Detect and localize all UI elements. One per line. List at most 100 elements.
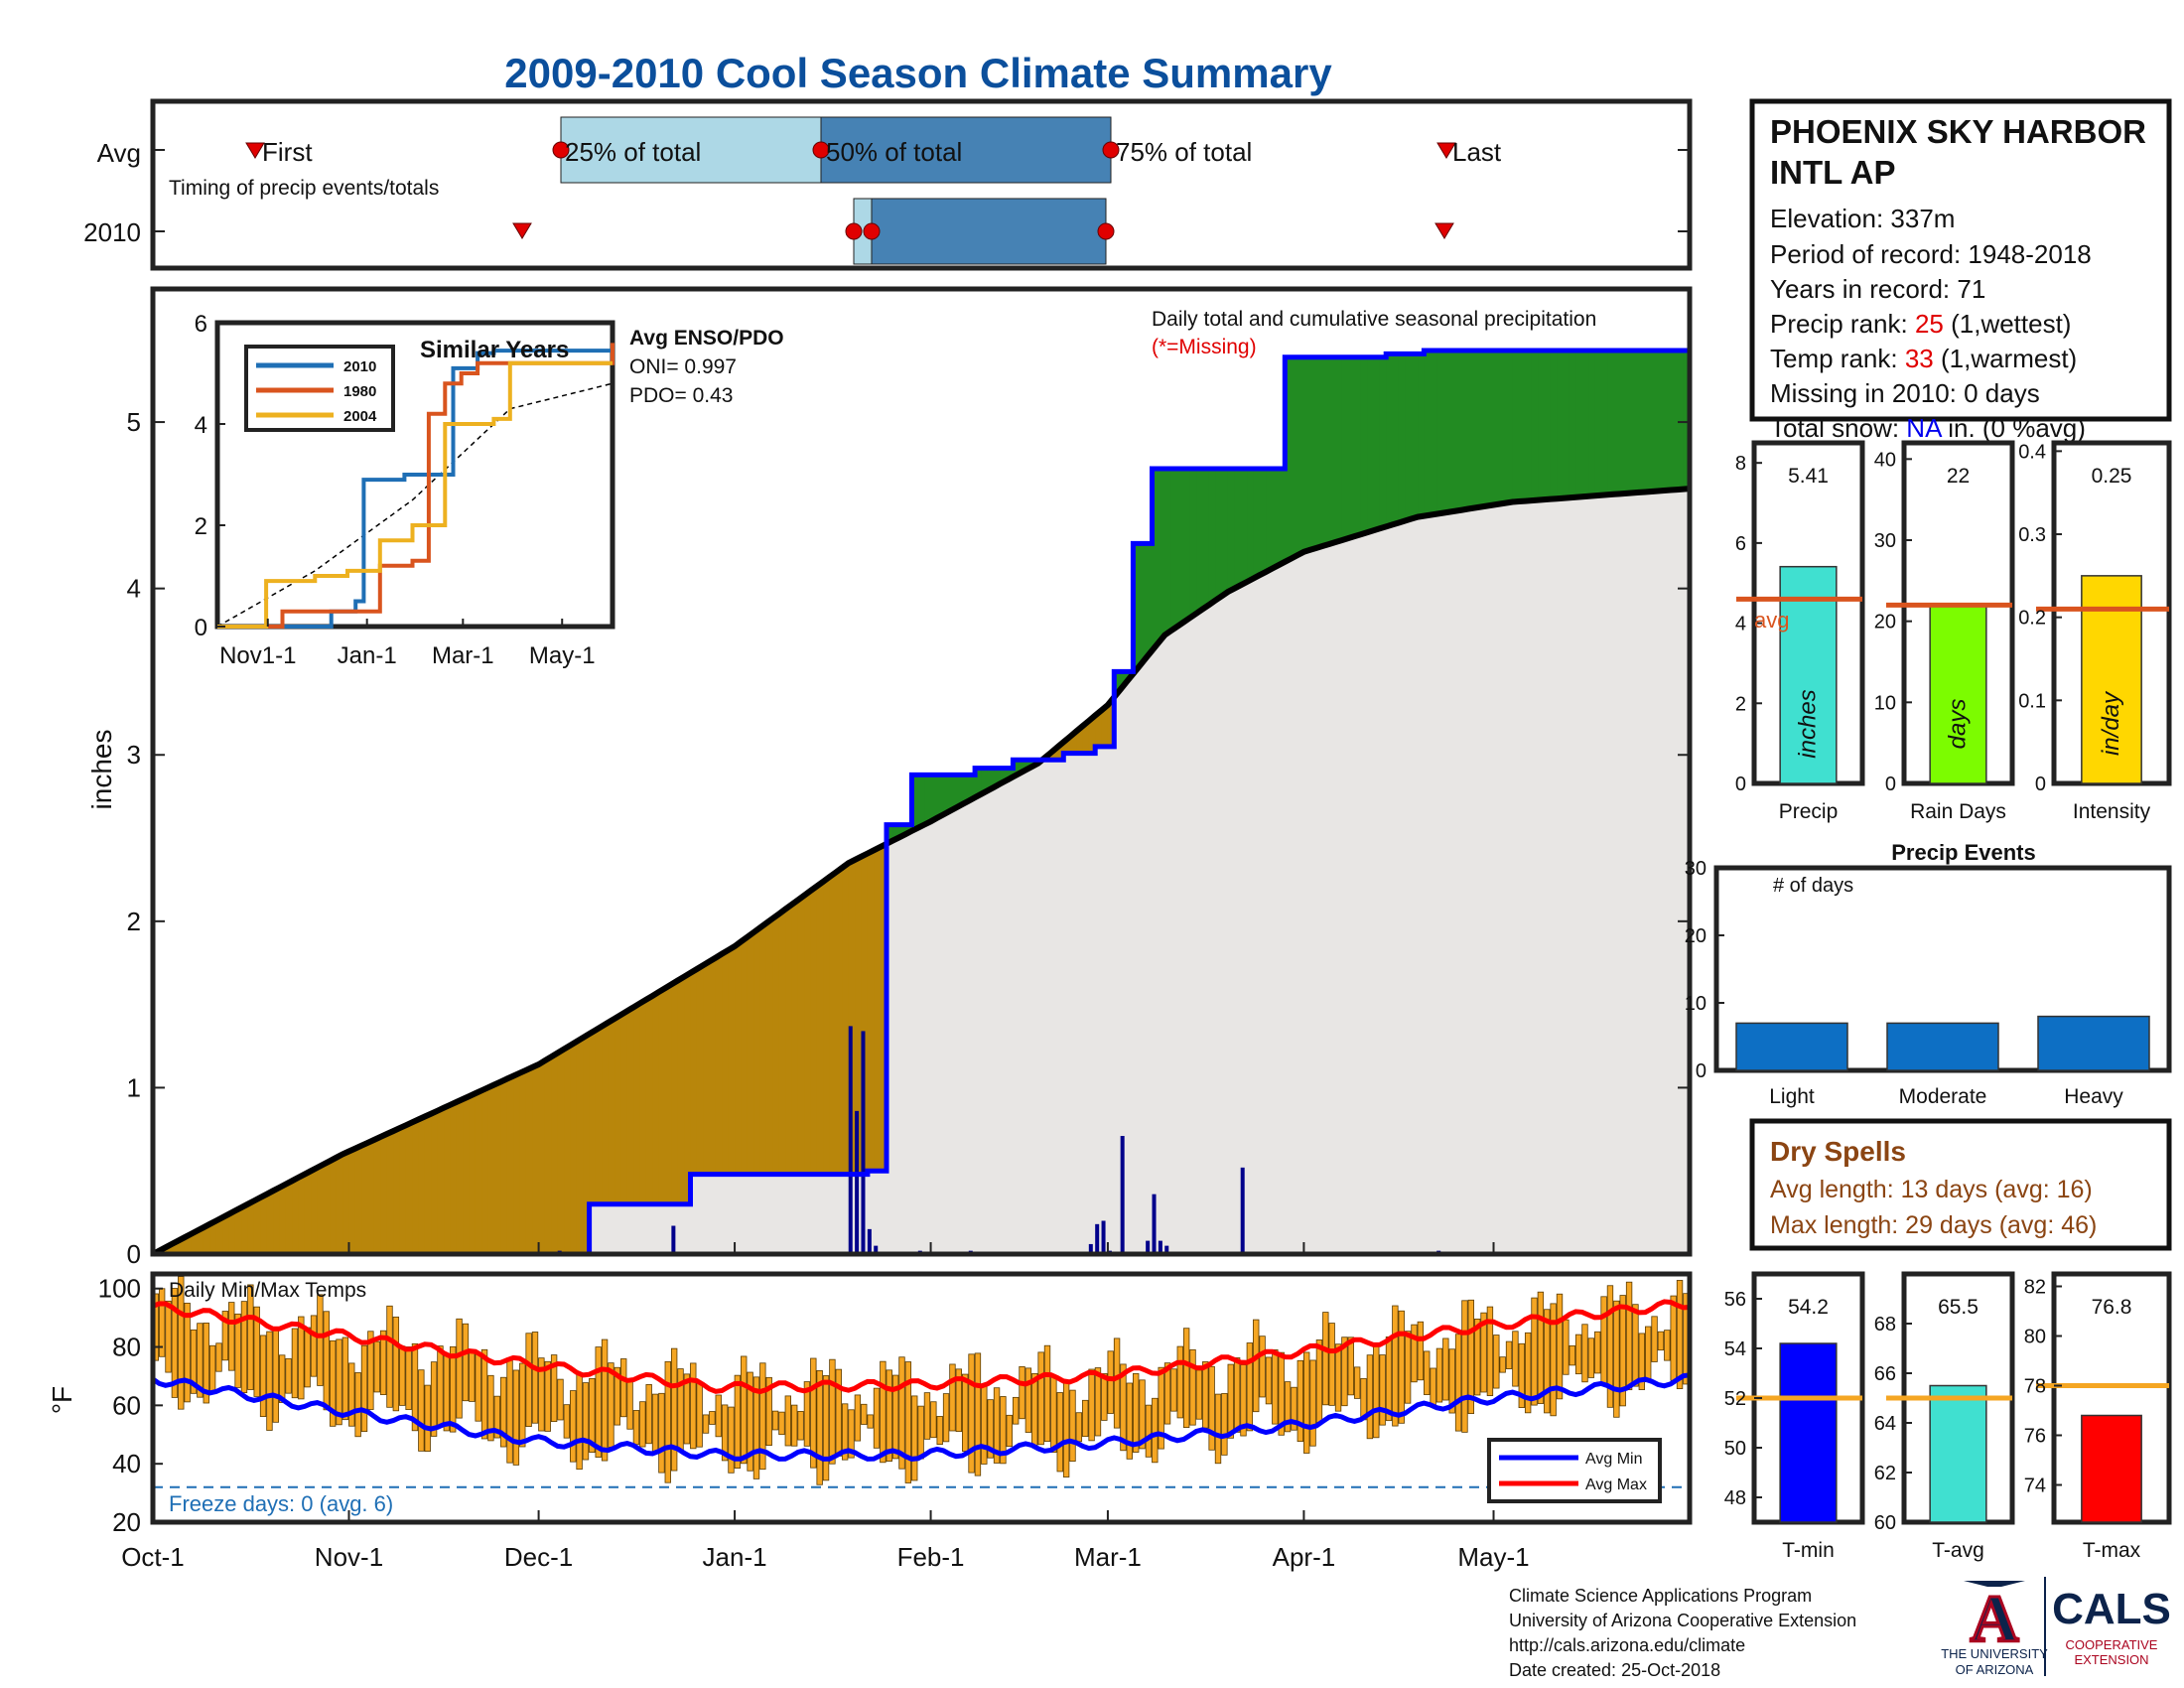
- daily-temp-bar: [1000, 1396, 1007, 1465]
- cals-logo-text: CALS: [2052, 1585, 2171, 1633]
- above-average-fill: [1196, 468, 1204, 612]
- below-average-fill: [203, 1225, 210, 1254]
- cumulative-base-fill: [791, 1174, 799, 1254]
- cumulative-base-fill: [1127, 677, 1135, 1254]
- below-average-fill: [324, 1162, 331, 1254]
- daily-temp-bar: [747, 1371, 753, 1472]
- event-category-label: Moderate: [1899, 1085, 1987, 1108]
- daily-temp-bar: [1120, 1363, 1127, 1452]
- daily-temp-bar: [1303, 1351, 1310, 1454]
- above-average-fill: [1291, 356, 1298, 557]
- inset-xtick-label: Nov1-1: [219, 642, 296, 669]
- daily-temp-bar: [595, 1346, 602, 1458]
- daily-temp-bar: [279, 1354, 286, 1403]
- above-average-fill: [1418, 353, 1426, 517]
- above-average-fill: [1177, 468, 1184, 625]
- cumulative-base-fill: [804, 1174, 812, 1254]
- daily-temp-bar: [323, 1311, 330, 1411]
- daily-temp-bar: [266, 1331, 273, 1431]
- cumulative-base-fill: [1512, 501, 1520, 1254]
- daily-temp-bar: [620, 1358, 627, 1418]
- daily-temp-bar: [854, 1394, 862, 1442]
- cumulative-base-fill: [1651, 491, 1659, 1254]
- legend-label-2010: 2010: [343, 358, 376, 375]
- summary-ytick-label: 52: [1724, 1388, 1746, 1410]
- cumulative-base-fill: [1037, 760, 1045, 1254]
- daily-temp-bar: [955, 1368, 963, 1433]
- cumulative-base-fill: [741, 1174, 749, 1254]
- below-average-fill: [564, 1047, 572, 1254]
- cumulative-base-fill: [1044, 760, 1052, 1254]
- above-average-fill: [1000, 768, 1008, 782]
- average-cumulative-line: [151, 486, 1691, 1257]
- below-average-fill: [475, 1091, 482, 1254]
- cumulative-base-fill: [810, 1174, 818, 1254]
- below-average-fill: [778, 912, 786, 1175]
- cumulative-base-fill: [1341, 539, 1349, 1254]
- inset-average-line: [216, 382, 614, 628]
- daily-temp-bar: [1019, 1365, 1025, 1420]
- daily-temp-bar: [1189, 1348, 1196, 1426]
- daily-temp-bar: [696, 1381, 703, 1448]
- daily-temp-bar: [480, 1348, 488, 1440]
- events-title: Precip Events: [1891, 840, 2036, 865]
- summary-ytick-label: 50: [1724, 1438, 1746, 1460]
- cumulative-base-fill: [1348, 537, 1355, 1254]
- precip-events-panel: Precip Events Light Moderate Heavy0102030 …: [1685, 840, 2172, 1108]
- below-average-fill: [500, 1080, 508, 1254]
- inset-series-2004: [217, 360, 613, 629]
- below-average-fill: [791, 902, 799, 1175]
- percentile-marker: [863, 222, 881, 240]
- below-average-fill: [538, 1062, 546, 1254]
- summary-ytick-label: 8: [1735, 453, 1746, 475]
- cumulative-base-fill: [1107, 746, 1115, 1254]
- summary-unit-label: days: [1945, 699, 1972, 750]
- above-average-fill: [1013, 760, 1021, 775]
- summary-ytick-label: 74: [2024, 1476, 2046, 1497]
- above-average-fill: [1607, 351, 1615, 495]
- below-average-fill: [797, 898, 805, 1175]
- daily-temp-bar: [253, 1306, 260, 1397]
- daily-temp-bar: [1385, 1336, 1393, 1422]
- below-average-fill: [444, 1106, 452, 1254]
- above-average-fill: [1303, 356, 1311, 551]
- summary-bar-t-avg: [1929, 1384, 1987, 1523]
- above-average-fill: [1594, 351, 1602, 496]
- cumulative-base-fill: [765, 1174, 773, 1254]
- daily-temp-bar: [1638, 1333, 1646, 1390]
- daily-temp-bar: [221, 1311, 229, 1361]
- dry-spells-max: Max length: 29 days (avg: 46): [1770, 1211, 2097, 1239]
- below-average-fill: [298, 1176, 306, 1254]
- summary-ytick-label: 66: [1874, 1363, 1896, 1385]
- cumulative-base-fill: [608, 1203, 615, 1254]
- daily-temp-bar: [469, 1351, 476, 1402]
- temp-ytick-label: 40: [112, 1449, 141, 1478]
- daily-temp-bar: [841, 1403, 849, 1461]
- daily-temp-bar: [1094, 1367, 1102, 1437]
- daily-precip-bar: [1101, 1220, 1106, 1254]
- avg-max-line: [152, 1299, 1691, 1395]
- daily-temp-bar: [475, 1353, 481, 1422]
- daily-temp-bar: [1550, 1303, 1557, 1417]
- above-average-fill: [1557, 351, 1565, 498]
- daily-temp-bar: [178, 1276, 185, 1410]
- daily-temp-bar: [512, 1369, 520, 1466]
- daily-temp-bar: [1499, 1356, 1506, 1373]
- ua-block-a-icon: A: [1970, 1581, 2018, 1656]
- above-average-fill: [1386, 353, 1394, 526]
- below-average-fill: [393, 1129, 401, 1254]
- cumulative-base-fill: [1525, 500, 1533, 1254]
- above-average-fill: [1658, 351, 1666, 492]
- x-axis-labels: Oct-1 Nov-1 Dec-1 Jan-1 Feb-1 Mar-1 Apr-1 May-1: [121, 1242, 1530, 1572]
- above-average-fill: [1613, 351, 1621, 494]
- daily-temp-bar: [923, 1392, 931, 1440]
- summary-ytick-label: 68: [1874, 1314, 1896, 1336]
- cumulative-base-fill: [1569, 496, 1576, 1255]
- daily-temp-bar: [1474, 1318, 1481, 1396]
- daily-temp-bar: [930, 1401, 937, 1439]
- cumulative-base-fill: [658, 1203, 666, 1254]
- cumulative-base-fill: [1430, 514, 1437, 1254]
- cumulative-base-fill: [1639, 492, 1647, 1254]
- below-average-fill: [614, 1016, 622, 1204]
- summary-unit-label: inches: [1795, 689, 1822, 758]
